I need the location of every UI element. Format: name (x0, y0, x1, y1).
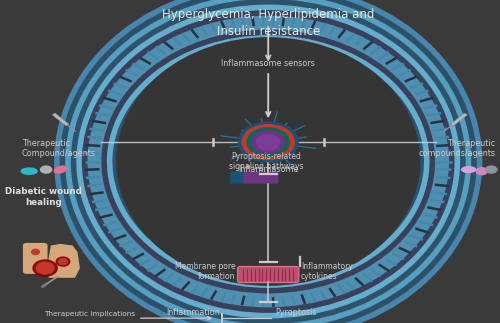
Text: Therapeutic implications: Therapeutic implications (44, 311, 136, 317)
Circle shape (58, 259, 68, 265)
Text: Hyperglycemia, Hyperlipidemia and
Insulin resistance: Hyperglycemia, Hyperlipidemia and Insuli… (162, 8, 374, 38)
Circle shape (252, 131, 284, 153)
Ellipse shape (461, 166, 476, 173)
Ellipse shape (485, 165, 498, 174)
Text: Inflammasome sensors: Inflammasome sensors (222, 59, 315, 68)
FancyBboxPatch shape (243, 172, 278, 184)
Polygon shape (52, 113, 69, 126)
Text: Diabetic wound
healing: Diabetic wound healing (5, 187, 82, 207)
Text: Pyroptosis: Pyroptosis (276, 308, 317, 317)
Circle shape (36, 262, 54, 274)
Text: Inflammation: Inflammation (166, 308, 220, 317)
Ellipse shape (116, 37, 420, 286)
Text: Therapeutic
Compound/agents: Therapeutic Compound/agents (22, 139, 96, 158)
Circle shape (33, 260, 57, 276)
Ellipse shape (20, 167, 38, 175)
Text: Inflammasome: Inflammasome (238, 165, 298, 174)
Text: Therapeutic
compounds/agents: Therapeutic compounds/agents (418, 139, 495, 158)
Text: Inflammatory
cytokines: Inflammatory cytokines (301, 262, 352, 281)
Polygon shape (450, 113, 468, 126)
FancyBboxPatch shape (230, 172, 244, 184)
Circle shape (256, 134, 280, 150)
Circle shape (56, 257, 70, 266)
Circle shape (32, 249, 40, 255)
Text: Pyroptosis-related
signaling pathways: Pyroptosis-related signaling pathways (228, 152, 303, 171)
FancyBboxPatch shape (238, 266, 299, 283)
Circle shape (238, 122, 298, 162)
Circle shape (247, 128, 290, 156)
Circle shape (242, 125, 294, 160)
Ellipse shape (54, 165, 68, 174)
Text: Membrane pore
formation: Membrane pore formation (175, 262, 236, 281)
Ellipse shape (476, 167, 488, 175)
Ellipse shape (40, 165, 52, 174)
Polygon shape (48, 244, 80, 278)
FancyBboxPatch shape (23, 243, 48, 274)
